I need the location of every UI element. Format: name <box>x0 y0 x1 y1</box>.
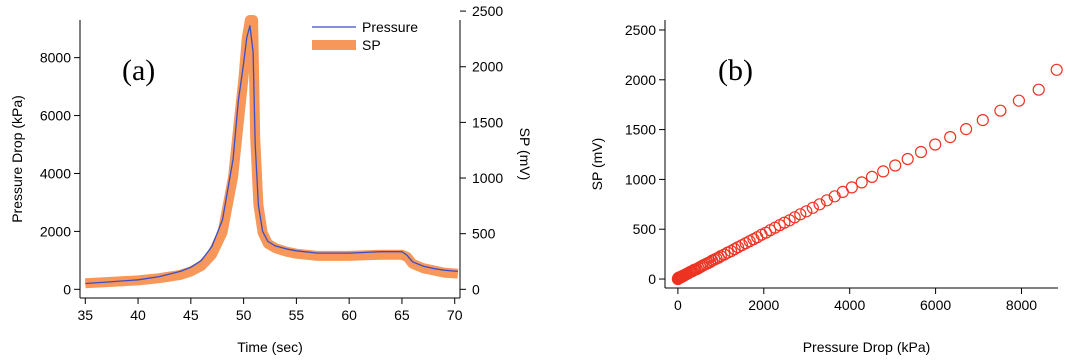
x-tick-label: 65 <box>394 307 410 323</box>
y-tick-label: 2500 <box>625 22 656 38</box>
x-tick-label: 50 <box>236 307 252 323</box>
x-tick-label: 6000 <box>920 297 951 313</box>
scatter-point <box>929 138 942 151</box>
scatter-point <box>800 205 813 218</box>
x-tick-label: 55 <box>289 307 305 323</box>
x-tick-label: 8000 <box>1006 297 1037 313</box>
legend-label-sp: SP <box>362 37 381 53</box>
scatter-point <box>994 104 1007 117</box>
scatter-point <box>1012 94 1026 107</box>
x-axis-label: Pressure Drop (kPa) <box>803 339 931 355</box>
y-tick-label: 1500 <box>625 122 656 138</box>
x-tick-label: 2000 <box>748 297 779 313</box>
scatter-point <box>901 152 914 166</box>
scatter-point <box>788 211 801 224</box>
chart-panel-b: 0 2000 4000 6000 8000 0 500 1000 1500 2000 2500 Pre… <box>589 20 1063 355</box>
scatter-point <box>806 201 819 214</box>
right-y-tick-label: 1500 <box>472 114 503 130</box>
right-y-tick-label: 1000 <box>472 170 503 186</box>
scatter-point <box>976 113 989 127</box>
left-y-tick-label: 4000 <box>40 165 71 181</box>
scatter-point <box>914 145 928 159</box>
scatter-point <box>1050 63 1063 76</box>
right-y-tick-label: 500 <box>472 226 496 242</box>
scatter-point <box>889 159 902 172</box>
y-tick-label: 1000 <box>625 171 656 187</box>
x-axis-label: Time (sec) <box>237 339 303 355</box>
series-line-pressure <box>85 25 458 285</box>
x-tick-label: 45 <box>183 307 199 323</box>
x-tick-label: 60 <box>341 307 357 323</box>
panel-label-b: (b) <box>718 54 753 87</box>
scatter-points <box>671 63 1063 286</box>
right-y-tick-label: 0 <box>472 281 480 297</box>
y-tick-label: 2000 <box>625 72 656 88</box>
scatter-point <box>959 123 973 136</box>
scatter-point <box>845 181 858 194</box>
right-y-tick-label: 2500 <box>472 3 503 19</box>
scatter-point <box>820 194 834 207</box>
left-y-tick-label: 2000 <box>40 223 71 239</box>
left-y-axis-label: Pressure Drop (kPa) <box>9 95 25 223</box>
panel-label-a: (a) <box>122 54 155 87</box>
left-y-tick-label: 6000 <box>40 108 71 124</box>
scatter-point <box>865 170 879 183</box>
left-y-tick-label: 0 <box>63 281 71 297</box>
right-y-axis-label: SP (mV) <box>517 128 533 181</box>
y-tick-label: 0 <box>648 271 656 287</box>
y-axis-label: SP (mV) <box>589 138 605 191</box>
scatter-point <box>1032 83 1045 96</box>
chart-panel-a: 35 40 45 50 55 60 65 70 0 2000 4000 6000 8000 0 500 100… <box>9 3 533 355</box>
x-tick-label: 35 <box>77 307 93 323</box>
scatter-point <box>855 176 868 189</box>
scatter-point <box>712 251 725 264</box>
x-tick-label: 0 <box>674 297 682 313</box>
scatter-point <box>877 165 890 178</box>
scatter-point <box>813 198 826 211</box>
y-tick-label: 500 <box>633 221 657 237</box>
scatter-point <box>944 131 957 144</box>
scatter-point <box>718 248 731 261</box>
right-y-tick-label: 2000 <box>472 59 503 75</box>
left-y-tick-label: 8000 <box>40 50 71 66</box>
scatter-point <box>794 208 807 221</box>
x-tick-label: 70 <box>447 307 463 323</box>
legend: Pressure SP <box>312 19 418 53</box>
x-tick-label: 40 <box>130 307 146 323</box>
x-tick-label: 4000 <box>834 297 865 313</box>
legend-label-pressure: Pressure <box>362 19 418 35</box>
